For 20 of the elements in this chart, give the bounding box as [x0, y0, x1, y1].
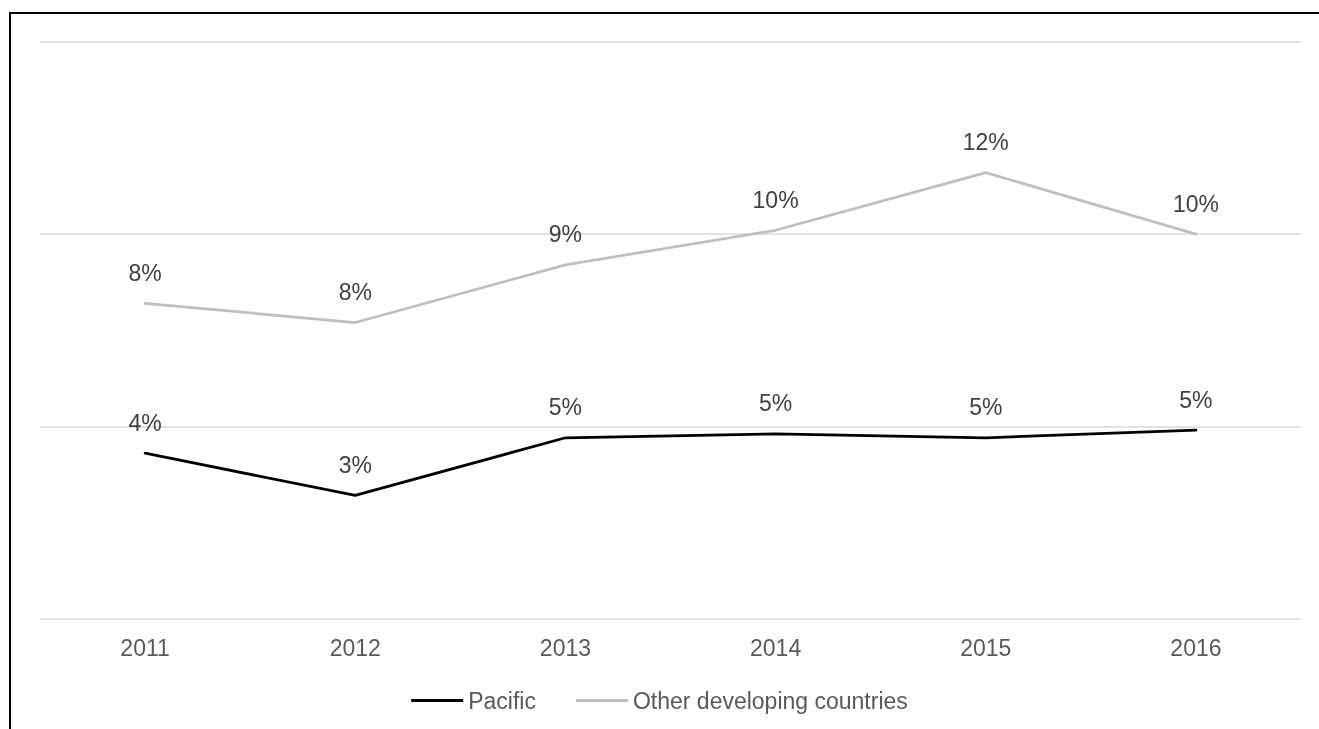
x-tick-label: 2014 — [750, 634, 802, 661]
data-label: 9% — [548, 221, 583, 248]
data-label: 5% — [1179, 386, 1213, 413]
data-label: 10% — [1172, 190, 1219, 217]
data-label: 5% — [969, 394, 1003, 421]
data-label: 10% — [752, 186, 799, 213]
x-tick-label: 2012 — [329, 634, 381, 661]
data-label: 8% — [128, 259, 162, 286]
data-label: 5% — [758, 390, 793, 417]
legend-label: Other developing countries — [632, 687, 908, 714]
x-tick-label: 2011 — [120, 634, 170, 661]
data-label: 8% — [338, 279, 372, 306]
x-tick-label: 2016 — [1170, 634, 1222, 661]
x-tick-label: 2015 — [960, 634, 1012, 661]
data-label: 3% — [338, 451, 372, 478]
x-tick-label: 2013 — [539, 634, 591, 661]
data-label: 5% — [548, 394, 583, 421]
legend-label: Pacific — [468, 687, 536, 714]
data-label: 4% — [128, 409, 162, 436]
data-label: 12% — [962, 129, 1009, 156]
